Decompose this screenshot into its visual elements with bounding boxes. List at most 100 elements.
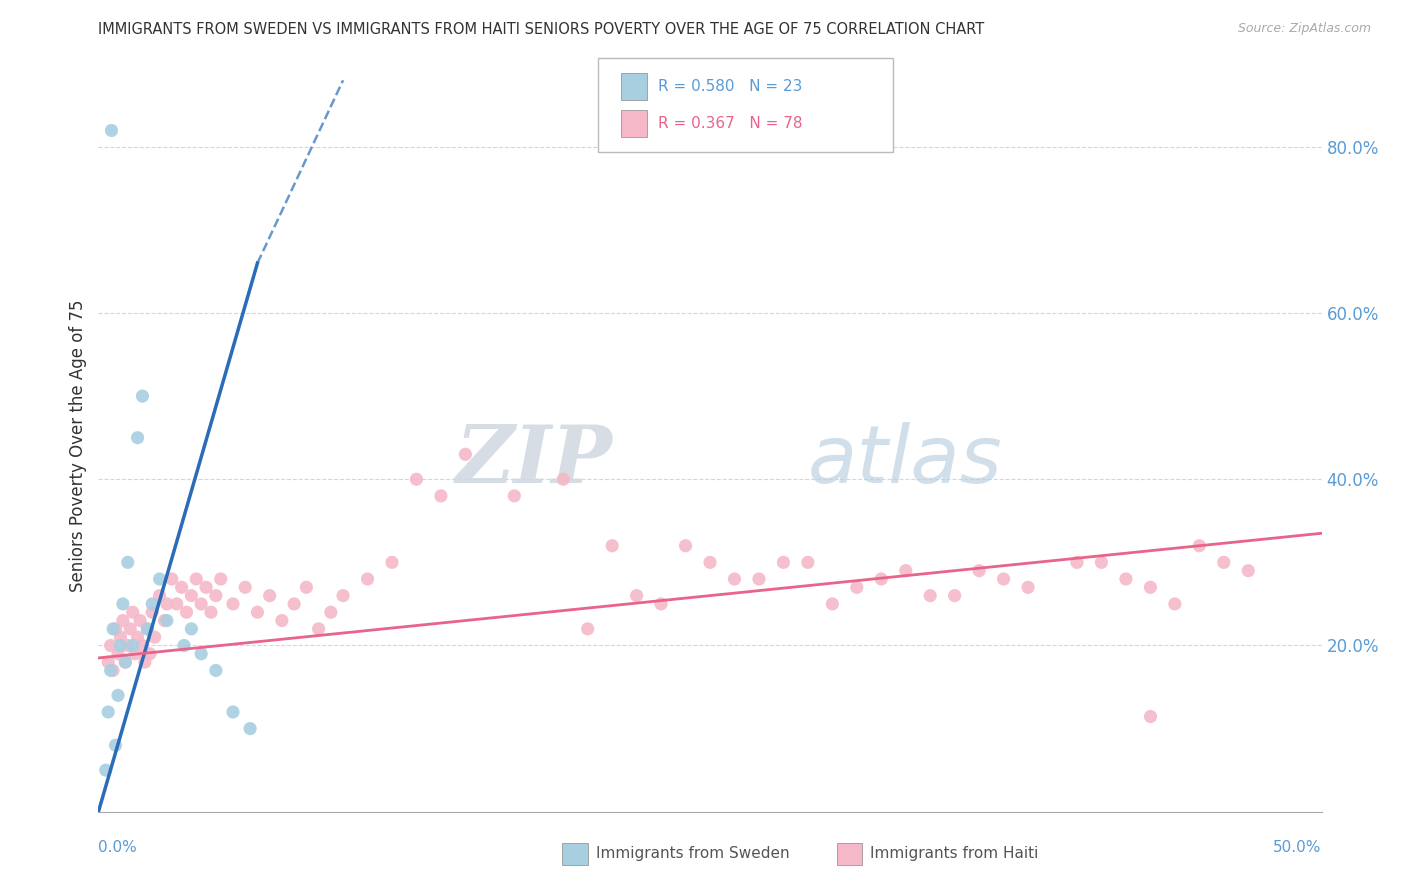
Point [1139,580,1161,594]
Point [117,639,139,653]
Point [176,605,198,619]
Text: R = 0.367   N = 78: R = 0.367 N = 78 [658,116,803,131]
Point [553,472,575,486]
Text: Immigrants from Haiti: Immigrants from Haiti [870,847,1039,861]
Point [131,389,153,403]
Point [195,580,218,594]
Point [200,605,222,619]
Point [101,664,124,678]
Point [821,597,844,611]
Point [1188,539,1211,553]
Point [283,597,305,611]
Point [156,614,179,628]
Point [136,622,159,636]
Point [723,572,745,586]
Point [1164,597,1187,611]
Point [1090,555,1112,569]
Point [129,614,152,628]
Point [356,572,378,586]
Point [100,123,122,137]
Point [134,655,156,669]
Point [748,572,770,586]
Point [190,597,212,611]
Point [107,689,129,703]
Point [381,555,404,569]
Point [121,639,143,653]
Point [205,589,228,603]
Point [180,622,202,636]
Point [295,580,318,594]
Point [239,722,262,736]
Point [797,555,820,569]
Point [1139,709,1161,723]
Point [259,589,281,603]
Point [127,630,149,644]
Point [270,614,294,628]
Text: 50.0%: 50.0% [1274,840,1322,855]
Point [111,614,134,628]
Point [190,647,212,661]
Point [675,539,697,553]
Point [205,664,228,678]
Point [104,738,127,752]
Point [120,622,142,636]
Point [141,597,163,611]
Point [650,597,672,611]
Point [222,705,245,719]
Point [121,605,143,619]
Point [173,639,195,653]
Point [153,614,176,628]
Point [104,622,127,636]
Point [110,639,132,653]
Point [222,597,245,611]
Point [967,564,990,578]
Point [894,564,917,578]
Point [124,647,146,661]
Point [845,580,868,594]
Point [626,589,648,603]
Point [166,597,188,611]
Point [114,655,136,669]
Text: Source: ZipAtlas.com: Source: ZipAtlas.com [1237,22,1371,36]
Point [97,705,120,719]
Point [139,647,162,661]
Point [1212,555,1234,569]
Point [1115,572,1137,586]
Text: Immigrants from Sweden: Immigrants from Sweden [596,847,790,861]
Point [156,597,179,611]
Point [772,555,794,569]
Point [600,539,623,553]
Point [111,597,134,611]
Point [870,572,893,586]
Point [127,431,149,445]
Point [101,622,124,636]
Text: 0.0%: 0.0% [98,840,138,855]
Point [110,630,132,644]
Point [149,589,172,603]
Point [920,589,942,603]
Point [319,605,342,619]
Point [94,763,117,777]
Point [100,639,122,653]
Point [1017,580,1039,594]
Point [943,589,966,603]
Y-axis label: Seniors Poverty Over the Age of 75: Seniors Poverty Over the Age of 75 [69,300,87,592]
Point [131,639,153,653]
Point [180,589,202,603]
Point [149,572,172,586]
Text: ZIP: ZIP [456,422,612,500]
Point [209,572,232,586]
Point [405,472,427,486]
Point [136,622,159,636]
Point [699,555,721,569]
Point [1237,564,1260,578]
Point [97,655,120,669]
Text: R = 0.580   N = 23: R = 0.580 N = 23 [658,78,803,94]
Point [117,555,139,569]
Point [576,622,599,636]
Point [454,447,477,461]
Point [430,489,453,503]
Point [160,572,183,586]
Point [308,622,330,636]
Point [100,664,122,678]
